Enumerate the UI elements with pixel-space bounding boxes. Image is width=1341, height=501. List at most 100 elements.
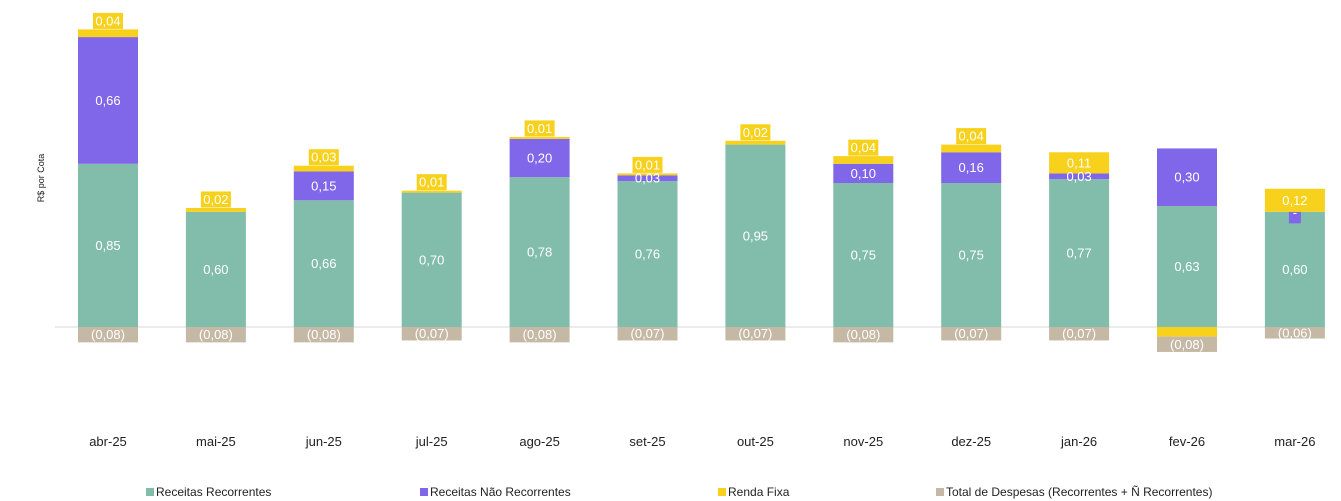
- despesas-bar-mar-26: [1264, 327, 1325, 339]
- renda-fixa-bar-ago-25: [509, 136, 570, 139]
- despesas-data-label-jul-25: (0,07): [415, 326, 449, 341]
- x-tick-label-out-25: out-25: [737, 434, 774, 449]
- renda-fixa-label-box-ago-25: [524, 120, 555, 137]
- receitas-recorrentes-bar-fev-26: [1157, 206, 1217, 327]
- receitas-nao-recorrentes-data-label-ago-25: 0,20: [527, 151, 552, 166]
- receitas-nao-recorrentes-bar-abr-25: [78, 37, 138, 164]
- receitas-nao-recorrentes-data-label-fev-26: 0,30: [1174, 170, 1199, 185]
- receitas-recorrentes-data-label-jun-25: 0,66: [311, 256, 336, 271]
- renda-fixa-bar-jan-26: [1049, 152, 1110, 174]
- x-tick-label-set-25: set-25: [629, 434, 665, 449]
- receitas-nao-recorrentes-bar-fev-26: [1157, 148, 1217, 207]
- legend-entry-0: Receitas Recorrentes: [156, 485, 271, 499]
- receitas-recorrentes-bar-mar-26: [1264, 211, 1325, 327]
- legend-entry-2: Renda Fixa: [728, 485, 790, 499]
- receitas-nao-recorrentes-data-label-jan-26: 0,03: [1066, 169, 1091, 184]
- despesas-bar-set-25: [617, 327, 678, 341]
- despesas-data-label-ago-25: (0,08): [523, 327, 557, 342]
- legend-swatch-1: [420, 488, 428, 496]
- x-tick-label-dez-25: dez-25: [951, 434, 991, 449]
- despesas-data-label-jun-25: (0,08): [307, 327, 341, 342]
- despesas-bar-jul-25: [401, 327, 462, 341]
- receitas-recorrentes-data-label-out-25: 0,95: [743, 228, 768, 243]
- despesas-data-label-abr-25: (0,08): [91, 327, 125, 342]
- renda-fixa-bar-nov-25: [833, 156, 894, 164]
- receitas-recorrentes-data-label-jul-25: 0,70: [419, 252, 444, 267]
- x-tick-label-jan-26: jan-26: [1060, 434, 1097, 449]
- renda-fixa-bar-fev-26: [1157, 327, 1217, 337]
- despesas-bar-out-25: [725, 327, 786, 341]
- legend-swatch-0: [146, 488, 154, 496]
- x-tick-label-fev-26: fev-26: [1169, 434, 1205, 449]
- renda-fixa-data-label-mar-26: 0,12: [1282, 193, 1307, 208]
- receitas-recorrentes-bar-set-25: [617, 181, 678, 327]
- renda-fixa-label-box-mai-25: [200, 191, 231, 208]
- receitas-nao-recorrentes-bar-jan-26: [1049, 173, 1110, 180]
- receitas-recorrentes-bar-jan-26: [1049, 179, 1110, 327]
- renda-fixa-bar-mai-25: [185, 207, 246, 212]
- despesas-data-label-mai-25: (0,08): [199, 327, 233, 342]
- receitas-recorrentes-data-label-fev-26: 0,63: [1174, 259, 1199, 274]
- receitas-recorrentes-data-label-abr-25: 0,85: [95, 238, 120, 253]
- renda-fixa-data-label-set-25: 0,01: [635, 157, 660, 172]
- renda-fixa-bar-dez-25: [941, 144, 1002, 153]
- renda-fixa-bar-out-25: [725, 140, 786, 145]
- receitas-nao-recorrentes-bar-nov-25: [833, 163, 894, 183]
- receitas-nao-recorrentes-bar-jun-25: [293, 171, 354, 201]
- despesas-data-label-nov-25: (0,08): [846, 327, 880, 342]
- despesas-bar-jan-26: [1049, 327, 1110, 341]
- renda-fixa-data-label-mai-25: 0,02: [203, 192, 228, 207]
- despesas-bar-abr-25: [78, 327, 138, 343]
- legend-swatch-3: [936, 488, 944, 496]
- x-tick-label-jun-25: jun-25: [305, 434, 342, 449]
- renda-fixa-bar-jun-25: [293, 165, 354, 172]
- receitas-recorrentes-data-label-set-25: 0,76: [635, 247, 660, 262]
- renda-fixa-bar-set-25: [617, 173, 678, 176]
- renda-fixa-label-box-set-25: [632, 156, 663, 173]
- receitas-nao-recorrentes-bar-ago-25: [509, 138, 570, 178]
- x-tick-label-mai-25: mai-25: [196, 434, 236, 449]
- receitas-recorrentes-bar-out-25: [725, 144, 786, 327]
- renda-fixa-data-label-nov-25: 0,04: [851, 140, 876, 155]
- renda-fixa-data-label-jun-25: 0,03: [311, 150, 336, 165]
- despesas-bar-dez-25: [941, 327, 1002, 341]
- receitas-nao-recorrentes-data-label-set-25: 0,03: [635, 171, 660, 186]
- receitas-recorrentes-bar-dez-25: [941, 183, 1002, 327]
- receitas-nao-recorrentes-bar-dez-25: [941, 152, 1002, 183]
- y-axis-label: R$ por Cota: [36, 154, 46, 203]
- renda-fixa-data-label-out-25: 0,02: [743, 125, 768, 140]
- receitas-recorrentes-data-label-nov-25: 0,75: [851, 248, 876, 263]
- receitas-nao-recorrentes-data-label-mar-26: -: [1293, 205, 1297, 220]
- receitas-recorrentes-bar-jun-25: [293, 200, 354, 327]
- despesas-bar-jun-25: [293, 327, 354, 343]
- renda-fixa-bar-mar-26: [1264, 188, 1325, 212]
- receitas-recorrentes-data-label-mai-25: 0,60: [203, 262, 228, 277]
- despesas-bar-fev-26: [1157, 336, 1217, 352]
- receitas-recorrentes-data-label-mar-26: 0,60: [1282, 262, 1307, 277]
- receitas-nao-recorrentes-data-label-abr-25: 0,66: [95, 93, 120, 108]
- renda-fixa-label-box-abr-25: [93, 12, 123, 29]
- renda-fixa-data-label-dez-25: 0,04: [959, 129, 984, 144]
- receitas-recorrentes-bar-abr-25: [78, 163, 138, 327]
- renda-fixa-label-box-nov-25: [848, 139, 879, 156]
- renda-fixa-bar-abr-25: [78, 29, 138, 38]
- renda-fixa-label-box-jun-25: [308, 149, 339, 166]
- renda-fixa-data-label-ago-25: 0,01: [527, 121, 552, 136]
- receitas-recorrentes-data-label-dez-25: 0,75: [959, 248, 984, 263]
- despesas-data-label-fev-26: (0,08): [1170, 337, 1204, 352]
- receitas-recorrentes-bar-jul-25: [401, 192, 462, 327]
- despesas-data-label-set-25: (0,07): [631, 326, 665, 341]
- legend-entry-3: Total de Despesas (Recorrentes + Ñ Recor…: [946, 485, 1212, 499]
- x-tick-label-nov-25: nov-25: [843, 434, 883, 449]
- renda-fixa-label-box-out-25: [740, 124, 771, 141]
- renda-fixa-bar-jul-25: [401, 190, 462, 193]
- renda-fixa-data-label-abr-25: 0,04: [95, 13, 120, 28]
- receitas-nao-recorrentes-data-label-jun-25: 0,15: [311, 178, 336, 193]
- receitas-nao-recorrentes-data-label-dez-25: 0,16: [959, 160, 984, 175]
- receitas-recorrentes-bar-nov-25: [833, 183, 894, 327]
- receitas-recorrentes-data-label-ago-25: 0,78: [527, 245, 552, 260]
- despesas-data-label-mar-26: (0,06): [1278, 325, 1312, 340]
- receitas-recorrentes-bar-mai-25: [185, 211, 246, 327]
